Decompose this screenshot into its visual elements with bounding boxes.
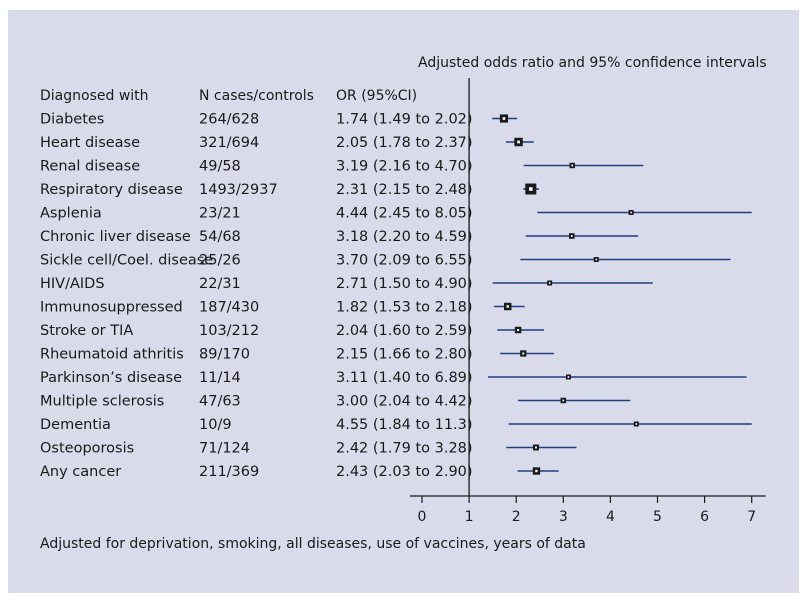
row-label: Osteoporosis <box>40 441 134 457</box>
or-marker-center <box>522 352 525 355</box>
x-tick-label: 1 <box>465 509 474 525</box>
row-n: 23/21 <box>199 206 241 222</box>
or-marker-center <box>630 211 632 214</box>
row-n: 187/430 <box>199 300 259 316</box>
x-tick-label: 2 <box>512 509 521 525</box>
row-n: 11/14 <box>199 370 241 386</box>
row-n: 264/628 <box>199 112 259 128</box>
or-marker-center <box>517 140 520 144</box>
row-n: 54/68 <box>199 229 241 245</box>
row-ci-text: 1.82 (1.53 to 2.18) <box>336 300 473 316</box>
row-ci-text: 3.19 (2.16 to 4.70) <box>336 159 473 175</box>
or-marker-center <box>535 469 538 473</box>
table-row: Parkinson’s disease 11/14 3.11 (1.40 to 6.… <box>40 370 747 386</box>
row-ci-text: 4.44 (2.45 to 8.05) <box>336 206 473 222</box>
table-row: Asplenia 23/21 4.44 (2.45 to 8.05) <box>40 206 752 222</box>
table-row: HIV/AIDS 22/31 2.71 (1.50 to 4.90) <box>40 276 653 292</box>
row-ci-text: 2.31 (2.15 to 2.48) <box>336 182 473 198</box>
row-label: Renal disease <box>40 159 140 175</box>
column-header-diagnosis: Diagnosed with <box>40 88 149 104</box>
row-label: Asplenia <box>40 206 102 222</box>
rows-group: Diabetes 264/628 1.74 (1.49 to 2.02) Heart … <box>40 112 752 480</box>
row-label: Respiratory disease <box>40 182 183 198</box>
row-ci-text: 2.04 (1.60 to 2.59) <box>336 323 473 339</box>
x-tick-label: 6 <box>700 509 709 525</box>
or-marker-center <box>517 328 520 332</box>
or-marker-center <box>571 164 574 167</box>
or-marker-center <box>635 423 638 425</box>
row-ci-text: 3.00 (2.04 to 4.42) <box>336 394 473 410</box>
row-label: Parkinson’s disease <box>40 370 182 386</box>
or-marker-center <box>535 446 537 449</box>
column-header-or: OR (95%CI) <box>336 88 417 104</box>
x-tick-label: 0 <box>418 509 427 525</box>
table-row: Rheumatoid athritis 89/170 2.15 (1.66 to 2… <box>40 347 554 363</box>
table-row: Chronic liver disease 54/68 3.18 (2.20 to … <box>40 229 639 245</box>
column-header-n: N cases/controls <box>199 88 314 104</box>
or-marker-center <box>567 376 570 378</box>
row-n: 10/9 <box>199 417 232 433</box>
or-marker-center <box>548 282 551 284</box>
row-label: Heart disease <box>40 135 140 151</box>
row-ci-text: 2.71 (1.50 to 4.90) <box>336 276 473 292</box>
row-ci-text: 3.11 (1.40 to 6.89) <box>336 370 473 386</box>
row-n: 89/170 <box>199 347 250 363</box>
table-row: Renal disease 49/58 3.19 (2.16 to 4.70) <box>40 159 644 175</box>
or-marker-center <box>506 305 509 308</box>
or-marker-center <box>570 235 573 237</box>
row-label: Sickle cell/Coel. disease <box>40 253 213 269</box>
table-row: Dementia 10/9 4.55 (1.84 to 11.3) <box>40 417 752 433</box>
row-n: 321/694 <box>199 135 259 151</box>
table-row: Any cancer 211/369 2.43 (2.03 to 2.90) <box>40 464 559 480</box>
row-n: 22/31 <box>199 276 241 292</box>
x-tick-label: 7 <box>747 509 756 525</box>
row-n: 47/63 <box>199 394 241 410</box>
row-n: 71/124 <box>199 441 250 457</box>
table-row: Stroke or TIA 103/212 2.04 (1.60 to 2.59) <box>40 323 544 339</box>
row-n: 49/58 <box>199 159 241 175</box>
row-label: Stroke or TIA <box>40 323 133 339</box>
row-label: Any cancer <box>40 464 121 480</box>
row-n: 25/26 <box>199 253 241 269</box>
or-marker-center <box>595 258 598 261</box>
row-label: Chronic liver disease <box>40 229 191 245</box>
row-n: 103/212 <box>199 323 259 339</box>
x-tick-label: 3 <box>559 509 568 525</box>
table-row: Immunosuppressed 187/430 1.82 (1.53 to 2.1… <box>40 300 525 316</box>
row-ci-text: 2.15 (1.66 to 2.80) <box>336 347 473 363</box>
or-marker-center <box>529 187 533 191</box>
table-row: Multiple sclerosis 47/63 3.00 (2.04 to 4.4… <box>40 394 631 410</box>
x-tick-label: 4 <box>606 509 615 525</box>
row-ci-text: 4.55 (1.84 to 11.3) <box>336 417 473 433</box>
x-axis: 0 1 2 3 4 5 6 7 <box>410 78 766 525</box>
row-ci-text: 3.70 (2.09 to 6.55) <box>336 253 473 269</box>
table-row: Osteoporosis 71/124 2.42 (1.79 to 3.28) <box>40 441 577 457</box>
row-ci-text: 2.42 (1.79 to 3.28) <box>336 441 473 457</box>
row-ci-text: 2.43 (2.03 to 2.90) <box>336 464 473 480</box>
or-marker-center <box>562 399 565 402</box>
table-row: Respiratory disease 1493/2937 2.31 (2.15 t… <box>40 182 539 198</box>
row-label: Dementia <box>40 417 111 433</box>
row-label: Diabetes <box>40 112 104 128</box>
footnote: Adjusted for deprivation, smoking, all d… <box>40 536 586 552</box>
row-ci-text: 1.74 (1.49 to 2.02) <box>336 112 473 128</box>
row-label: Multiple sclerosis <box>40 394 164 410</box>
row-n: 211/369 <box>199 464 259 480</box>
row-label: HIV/AIDS <box>40 276 105 292</box>
row-ci-text: 2.05 (1.78 to 2.37) <box>336 135 473 151</box>
row-ci-text: 3.18 (2.20 to 4.59) <box>336 229 473 245</box>
table-row: Heart disease 321/694 2.05 (1.78 to 2.37) <box>40 135 534 151</box>
row-n: 1493/2937 <box>199 182 278 198</box>
chart-title: Adjusted odds ratio and 95% confidence i… <box>418 55 767 71</box>
row-label: Immunosuppressed <box>40 300 183 316</box>
row-label: Rheumatoid athritis <box>40 347 184 363</box>
table-row: Diabetes 264/628 1.74 (1.49 to 2.02) <box>40 112 518 128</box>
or-marker-center <box>502 117 506 120</box>
x-tick-label: 5 <box>653 509 662 525</box>
